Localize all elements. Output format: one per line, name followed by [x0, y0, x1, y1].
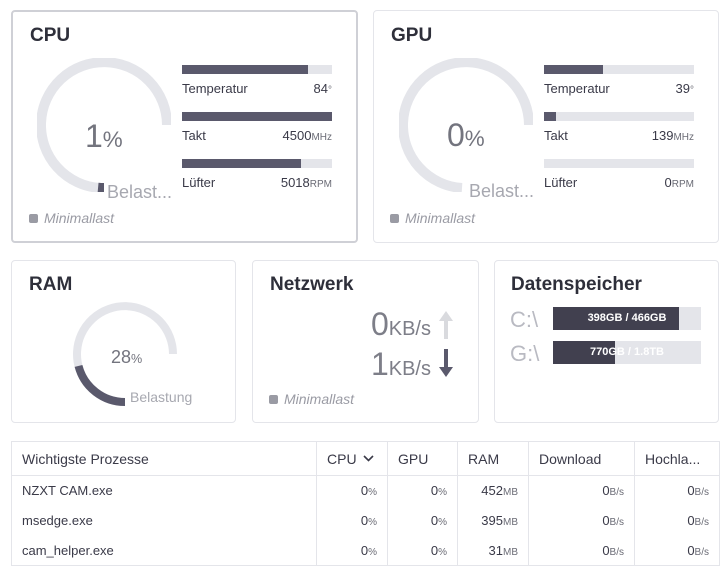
drive-c-usage-bar[interactable]: 398GB / 466GB — [553, 307, 701, 330]
drive-g-usage-bar[interactable]: 770GB / 1.8TB — [553, 341, 701, 364]
process-cpu: 0% — [316, 505, 388, 536]
process-download: 0B/s — [528, 535, 635, 566]
table-row[interactable]: cam_helper.exe 0% 0% 31MB 0B/s 0B/s — [11, 535, 720, 566]
ram-gauge: 28% Belastung — [73, 302, 192, 406]
arrow-up-icon — [439, 311, 453, 339]
process-gpu: 0% — [387, 475, 458, 506]
ram-load-label: Belastung — [130, 389, 193, 405]
process-upload: 0B/s — [687, 483, 709, 499]
drive-g-usage-fill — [553, 341, 615, 364]
status-dot-icon — [29, 214, 38, 223]
process-download: 0B/s — [528, 505, 635, 536]
table-row[interactable]: NZXT CAM.exe 0% 0% 452MB 0B/s 0B/s — [11, 475, 720, 506]
drive-g-usage-text: 770GB / 1.8TB — [590, 346, 664, 358]
process-upload: 0B/s — [687, 513, 709, 528]
arrow-down-icon — [439, 349, 453, 377]
network-card[interactable]: Netzwerk 0KB/s 1KB/s Minimallast — [252, 260, 479, 423]
drive-c-letter: C:\ — [510, 307, 539, 332]
process-gpu: 0% — [387, 535, 458, 566]
cpu-clock-metric: Takt 4500MHz — [182, 112, 332, 148]
ram-card[interactable]: RAM 28% Belastung — [11, 260, 236, 423]
network-download-value: 1KB/s — [370, 346, 431, 382]
gpu-title: GPU — [391, 25, 433, 46]
process-table-header: Wichtigste Prozesse CPU GPU RAM Download… — [11, 441, 720, 476]
cpu-title: CPU — [30, 25, 71, 46]
column-header-upload[interactable]: Hochla... — [634, 441, 720, 476]
column-header-name[interactable]: Wichtigste Prozesse — [11, 441, 317, 476]
chevron-down-icon[interactable] — [362, 454, 374, 462]
gpu-temperature-bar — [544, 65, 603, 74]
ram-load-value: 28% — [111, 347, 143, 367]
process-upload: 0B/s — [687, 542, 709, 558]
gpu-gauge-ring — [399, 58, 533, 192]
drive-c-usage-fill — [553, 307, 679, 330]
cpu-temperature-bar — [182, 65, 308, 74]
cpu-gauge: 1% Belast... — [37, 58, 172, 202]
column-header-download[interactable]: Download — [528, 441, 635, 476]
storage-title: Datenspeicher — [511, 274, 642, 295]
storage-card[interactable]: Datenspeicher C:\ 398GB / 466GB G:\ 770G… — [494, 260, 719, 423]
column-header-gpu[interactable]: GPU — [387, 441, 458, 476]
gpu-load-value: 0% — [447, 117, 485, 153]
process-ram: 452MB — [457, 475, 529, 506]
gpu-clock-bar — [544, 112, 556, 121]
status-dot-icon — [269, 395, 278, 404]
cpu-load-value: 1% — [85, 118, 123, 154]
status-dot-icon — [390, 214, 399, 223]
network-status: Minimallast — [269, 391, 354, 407]
process-name: msedge.exe — [11, 505, 317, 536]
drive-c-usage-text: 398GB / 466GB — [587, 312, 667, 324]
process-cpu: 0% — [316, 535, 388, 566]
cpu-fan-bar — [182, 159, 301, 168]
process-cpu: 0% — [316, 475, 388, 506]
process-download: 0B/s — [528, 475, 635, 506]
gpu-fan-metric: Lüfter 0RPM — [544, 159, 694, 195]
column-header-cpu[interactable]: CPU — [316, 441, 388, 476]
gpu-gauge: 0% Belast... — [399, 58, 534, 201]
process-name: cam_helper.exe — [11, 535, 317, 566]
cpu-load-label: Belast... — [107, 182, 173, 202]
ram-title: RAM — [29, 274, 73, 295]
ram-gauge-ring — [73, 302, 177, 406]
cpu-gauge-ring — [37, 58, 171, 192]
process-ram: 395MB — [457, 505, 529, 536]
process-table: Wichtigste Prozesse CPU GPU RAM Download… — [11, 441, 720, 566]
process-name: NZXT CAM.exe — [11, 475, 317, 506]
process-ram: 31MB — [457, 535, 529, 566]
process-gpu: 0% — [387, 505, 458, 536]
table-row[interactable]: msedge.exe 0% 0% 395MB 0B/s 0B/s — [11, 505, 720, 536]
cpu-clock-bar — [182, 112, 332, 121]
ram-gauge-fill — [74, 364, 126, 406]
cpu-status: Minimallast — [29, 210, 114, 226]
cpu-temperature-metric: Temperatur 84° — [182, 65, 332, 101]
gpu-temperature-metric: Temperatur 39° — [544, 65, 694, 101]
network-title: Netzwerk — [270, 274, 354, 295]
cpu-fan-metric: Lüfter 5018RPM — [182, 159, 332, 195]
column-header-ram[interactable]: RAM — [457, 441, 529, 476]
gpu-load-label: Belast... — [469, 181, 535, 201]
network-upload-value: 0KB/s — [370, 306, 431, 342]
drive-g-letter: G:\ — [510, 341, 540, 366]
cpu-card[interactable]: CPU 1% Belast... Temperatur 84° Takt 450… — [11, 10, 358, 243]
gpu-card[interactable]: GPU 0% Belast... Temperatur 39° Takt 139… — [373, 10, 719, 243]
gpu-clock-metric: Takt 139MHz — [544, 112, 694, 148]
gpu-status: Minimallast — [390, 210, 475, 226]
